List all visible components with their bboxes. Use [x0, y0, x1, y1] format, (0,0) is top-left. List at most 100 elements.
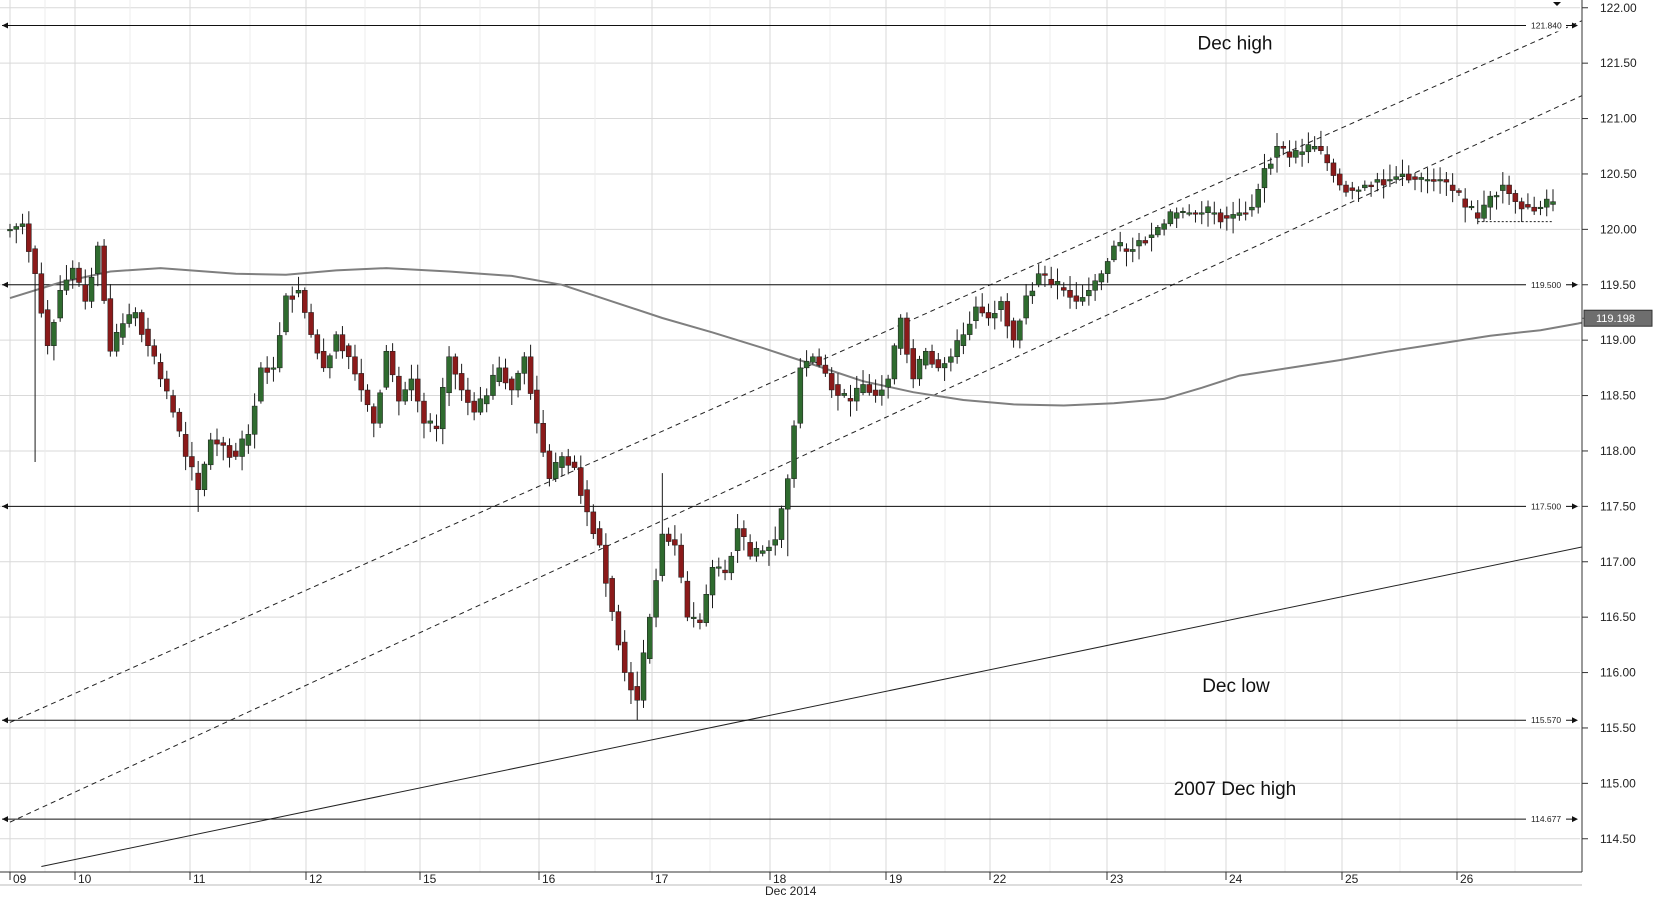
level-label: 114.677 — [1531, 814, 1561, 824]
level-arrow-right-icon — [1572, 281, 1578, 288]
candle-up — [791, 425, 797, 479]
candle-up — [1481, 204, 1487, 219]
candle-up — [1387, 179, 1393, 182]
candle-down — [189, 456, 195, 468]
y-axis-tick-label: 116.00 — [1600, 666, 1636, 680]
level-arrow-right-icon — [1572, 22, 1578, 29]
candle-down — [904, 317, 910, 355]
candle-up — [251, 405, 258, 435]
candle-up — [1017, 320, 1023, 341]
candle-down — [1474, 212, 1481, 219]
candle-up — [879, 389, 885, 396]
candle-up — [283, 295, 289, 333]
candle-up — [1023, 295, 1029, 319]
x-axis-tick-label: 25 — [1345, 872, 1359, 886]
level-arrow-left-icon — [2, 717, 8, 724]
candle-up — [923, 350, 929, 366]
x-axis-title: Dec 2014 — [765, 884, 817, 897]
candle-down — [157, 362, 164, 380]
y-axis-tick-label: 115.50 — [1600, 721, 1636, 735]
candle-down — [314, 334, 321, 354]
candle-down — [226, 445, 233, 458]
candle-up — [402, 389, 408, 402]
candle-down — [1318, 146, 1324, 151]
candle-up — [1098, 273, 1105, 283]
candle-up — [891, 345, 898, 380]
candle-down — [1525, 204, 1531, 208]
candle-up — [1173, 212, 1180, 219]
candle-up — [797, 367, 804, 424]
candle-up — [245, 434, 252, 446]
candle-up — [941, 363, 948, 369]
y-axis-tick-label: 114.50 — [1600, 832, 1636, 846]
candle-up — [1205, 206, 1211, 213]
candle-up — [1399, 173, 1406, 177]
candle-up — [1424, 179, 1431, 182]
candle-up — [515, 372, 521, 391]
candle-up — [753, 548, 760, 557]
candle-down — [1431, 179, 1437, 182]
candle-up — [19, 223, 26, 227]
candle-up — [803, 360, 810, 369]
candle-up — [1393, 176, 1399, 180]
level-label-background — [1526, 19, 1566, 32]
candle-down — [502, 367, 509, 384]
candle-down — [32, 248, 38, 274]
candle-down — [590, 511, 597, 535]
candle-down — [320, 350, 327, 369]
candle-down — [264, 367, 270, 373]
candle-down — [910, 348, 916, 380]
candle-up — [1418, 177, 1425, 180]
candle-up — [810, 356, 816, 363]
candle-up — [113, 332, 120, 352]
candle-up — [258, 367, 264, 402]
x-axis-tick-label: 09 — [13, 872, 27, 886]
current-price-tag — [1583, 309, 1653, 327]
candle-down — [44, 309, 51, 346]
candle-up — [1198, 212, 1205, 215]
y-axis-tick-label: 118.50 — [1600, 389, 1636, 403]
x-axis-tick-label: 10 — [78, 872, 92, 886]
candle-down — [220, 442, 227, 446]
candle-down — [1192, 212, 1199, 215]
candle-down — [1123, 248, 1130, 252]
candle-up — [1550, 201, 1556, 205]
candle-down — [358, 373, 365, 391]
y-axis-tick-label: 122.00 — [1600, 1, 1637, 15]
candle-up — [1487, 195, 1494, 208]
candle-up — [1355, 189, 1362, 192]
candle-up — [1274, 146, 1280, 158]
candle-down — [302, 290, 308, 313]
candle-up — [954, 340, 960, 358]
candle-up — [1374, 179, 1381, 183]
candle-down — [634, 686, 640, 701]
candle-up — [966, 323, 973, 335]
candle-up — [647, 616, 653, 659]
candle-down — [38, 273, 45, 314]
candle-down — [1242, 212, 1249, 215]
candle-up — [1500, 184, 1506, 191]
candle-up — [1086, 290, 1092, 297]
candle-down — [471, 400, 477, 413]
candle-up — [552, 462, 559, 479]
candle-down — [596, 528, 603, 546]
candle-up — [201, 463, 208, 490]
candle-up — [333, 334, 339, 352]
candle-up — [1305, 144, 1312, 153]
candle-up — [948, 356, 954, 363]
candle-up — [973, 306, 979, 322]
candle-down — [164, 378, 170, 392]
candle-down — [1380, 179, 1387, 186]
candle-down — [509, 378, 515, 391]
candle-up — [383, 350, 390, 388]
y-axis-tick-label: 121.00 — [1600, 112, 1637, 126]
candle-up — [276, 335, 283, 369]
level-label: 117.500 — [1531, 501, 1561, 511]
candle-up — [126, 314, 132, 324]
candle-down — [1518, 201, 1525, 210]
x-axis-tick-label: 17 — [655, 872, 669, 886]
level-label-background — [1526, 813, 1566, 826]
